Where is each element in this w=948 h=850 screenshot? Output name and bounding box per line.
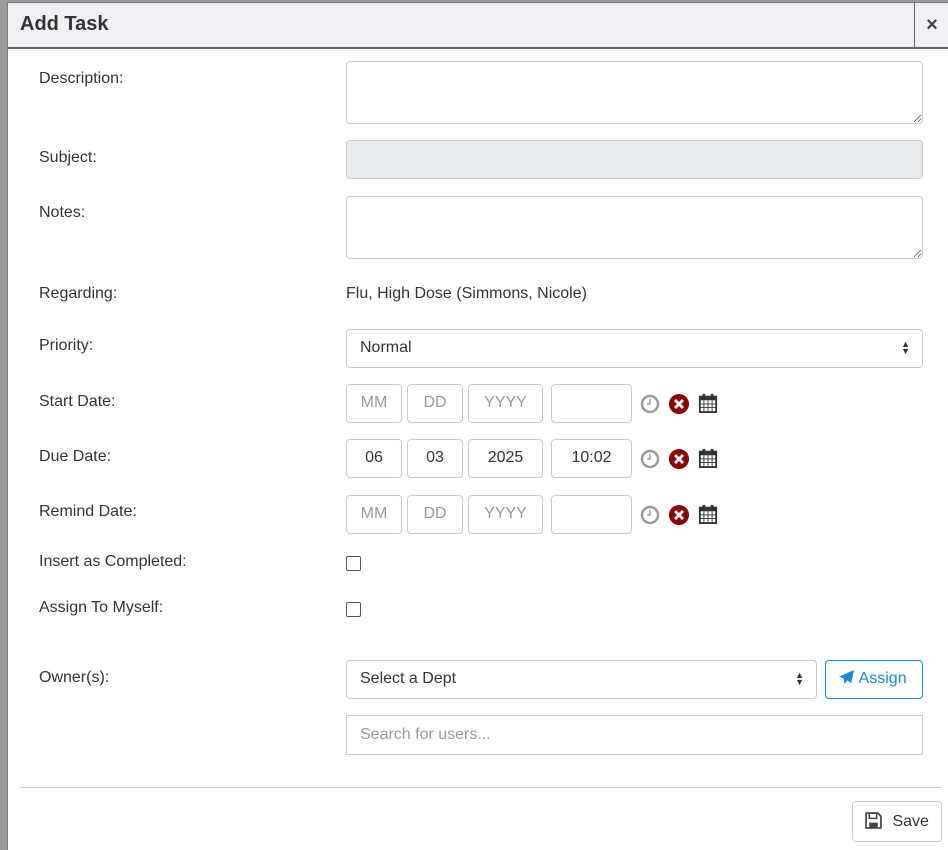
user-search-input[interactable]: Search for users...: [346, 715, 923, 755]
dept-value: Select a Dept: [360, 670, 457, 687]
start-year-input[interactable]: YYYY: [468, 384, 543, 423]
remind-time-input[interactable]: [551, 495, 632, 534]
add-task-dialog: Add Task × Description: Subject: Notes: …: [7, 2, 948, 850]
description-label: Description:: [39, 70, 124, 87]
save-button[interactable]: Save: [852, 801, 942, 842]
start-month-input[interactable]: MM: [346, 384, 402, 423]
assign-label: Assign: [858, 670, 907, 687]
clear-date-icon[interactable]: [669, 394, 689, 414]
due-day-input[interactable]: 03: [407, 439, 463, 478]
save-label: Save: [892, 813, 929, 830]
calendar-icon[interactable]: [698, 393, 718, 413]
paper-plane-icon: [839, 670, 854, 685]
due-date-label: Due Date:: [39, 448, 112, 465]
regarding-label: Regarding:: [39, 285, 118, 302]
owners-label: Owner(s):: [39, 669, 110, 686]
regarding-value[interactable]: Flu, High Dose (Simmons, Nicole): [346, 285, 587, 302]
insert-completed-label: Insert as Completed:: [39, 553, 187, 570]
assign-myself-label: Assign To Myself:: [39, 599, 164, 616]
priority-value: Normal: [360, 339, 412, 356]
clock-icon[interactable]: [640, 394, 660, 414]
due-time-input[interactable]: 10:02: [551, 439, 632, 478]
remind-date-label: Remind Date:: [39, 503, 137, 520]
remind-day-input[interactable]: DD: [407, 495, 463, 534]
calendar-icon[interactable]: [698, 448, 718, 468]
remind-month-input[interactable]: MM: [346, 495, 402, 534]
floppy-disk-icon: [865, 812, 882, 829]
dialog-header: Add Task ×: [8, 3, 948, 49]
priority-select[interactable]: Normal ▲ ▼: [346, 329, 923, 368]
clear-date-icon[interactable]: [669, 505, 689, 525]
clock-icon[interactable]: [640, 449, 660, 469]
insert-completed-checkbox[interactable]: [346, 556, 361, 571]
subject-label: Subject:: [39, 149, 97, 166]
close-button[interactable]: ×: [914, 3, 948, 47]
footer-divider: [20, 787, 941, 788]
assign-myself-checkbox[interactable]: [346, 602, 361, 617]
description-input[interactable]: [346, 61, 923, 124]
select-arrows-icon: ▲ ▼: [901, 339, 910, 356]
start-date-label: Start Date:: [39, 393, 116, 410]
priority-label: Priority:: [39, 337, 94, 354]
notes-label: Notes:: [39, 204, 86, 221]
notes-input[interactable]: [346, 196, 923, 259]
select-arrows-icon: ▲ ▼: [795, 670, 804, 687]
due-year-input[interactable]: 2025: [468, 439, 543, 478]
clock-icon[interactable]: [640, 505, 660, 525]
clear-date-icon[interactable]: [669, 449, 689, 469]
assign-button[interactable]: Assign: [825, 660, 923, 699]
calendar-icon[interactable]: [698, 504, 718, 524]
dialog-title: Add Task: [20, 13, 109, 35]
start-time-input[interactable]: [551, 384, 632, 423]
dept-select[interactable]: Select a Dept ▲ ▼: [346, 660, 817, 699]
remind-year-input[interactable]: YYYY: [468, 495, 543, 534]
subject-input: [346, 140, 923, 179]
start-day-input[interactable]: DD: [407, 384, 463, 423]
due-month-input[interactable]: 06: [346, 439, 402, 478]
